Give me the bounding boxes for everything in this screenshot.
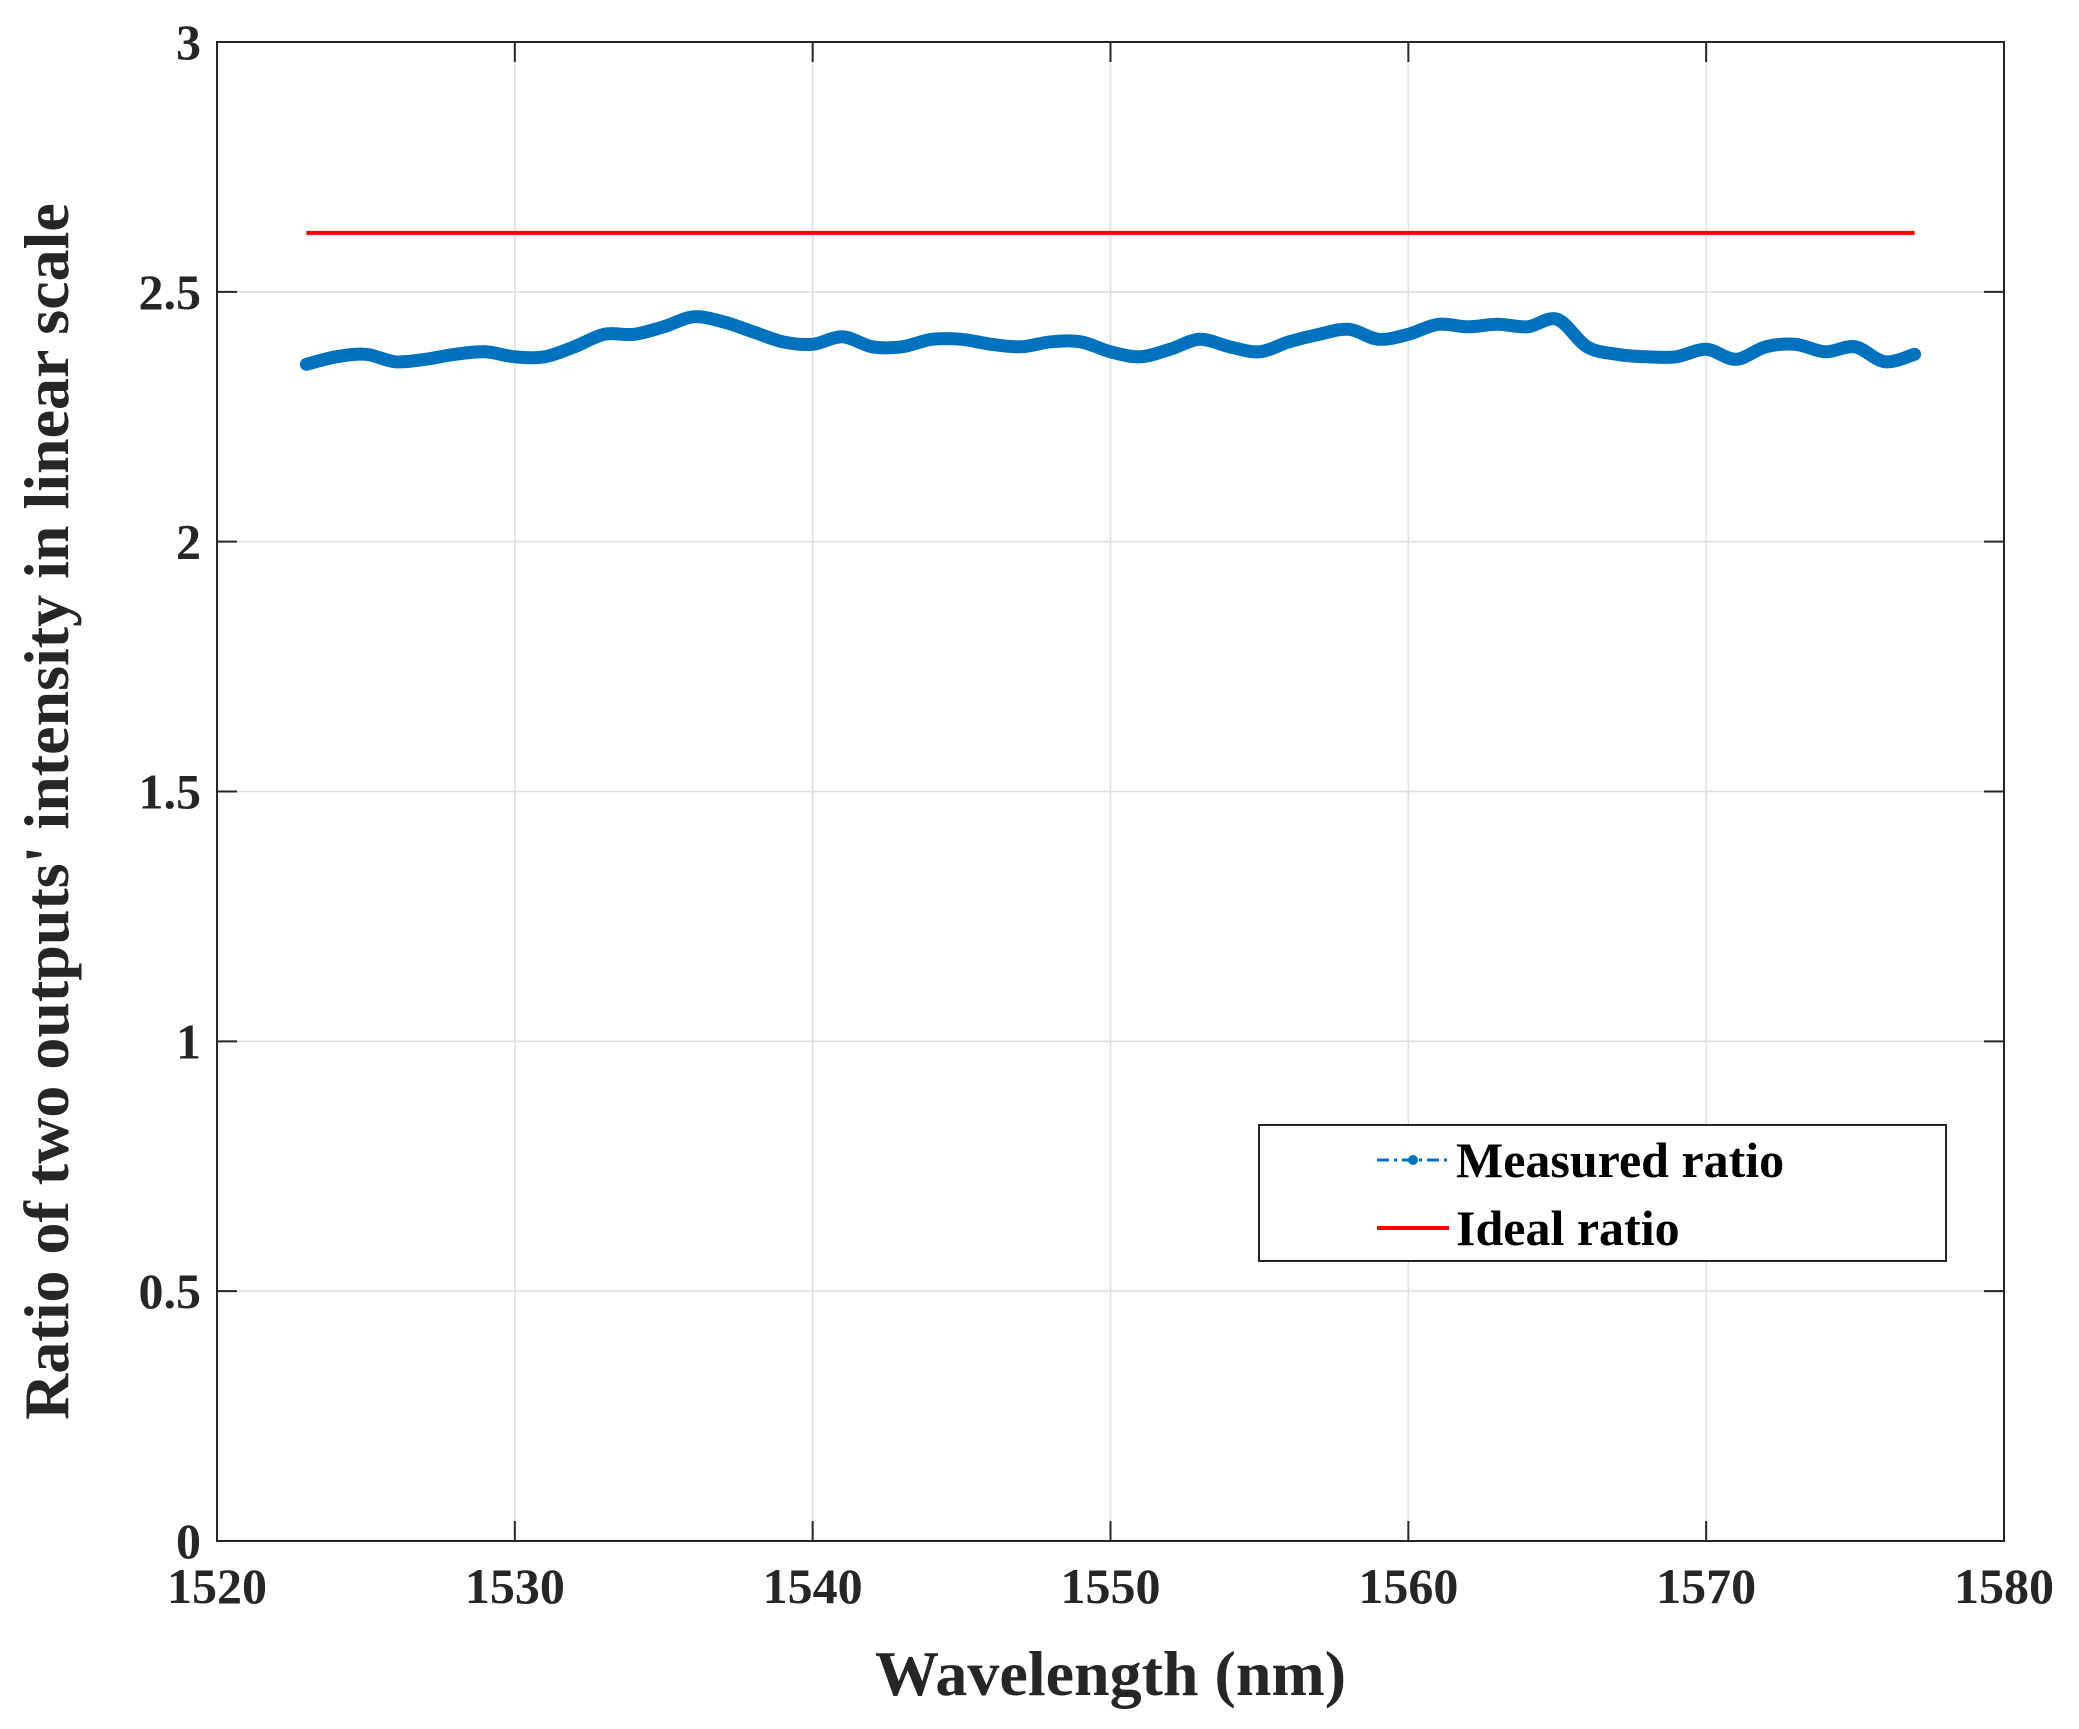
data-point-measured-ratio [1611,349,1622,360]
data-point-measured-ratio [837,331,848,342]
series-layer [299,230,1922,371]
data-point-measured-ratio [867,341,878,352]
legend-marker-measured-ratio [1408,1155,1418,1165]
data-point-measured-ratio [1701,344,1712,355]
data-point-measured-ratio [718,316,729,327]
data-point-measured-ratio [539,351,550,362]
y-tick-label: 2 [176,514,201,570]
data-point-measured-ratio [420,354,431,365]
legend: Measured ratio Ideal ratio [1258,1124,1947,1262]
data-point-measured-ratio [1790,339,1801,350]
data-point-measured-ratio [777,336,788,347]
data-point-measured-ratio [897,341,908,352]
data-point-measured-ratio [1433,319,1444,330]
data-point-measured-ratio [1343,324,1354,335]
data-point-measured-ratio [1730,354,1741,365]
data-point-measured-ratio [301,359,312,370]
legend-label-measured-ratio: Measured ratio [1456,1132,1784,1188]
x-tick-label: 1580 [1954,1558,2054,1614]
data-point-measured-ratio [1105,346,1116,357]
data-point-measured-ratio [1373,334,1384,345]
data-point-measured-ratio [748,326,759,337]
data-point-measured-ratio [1492,319,1503,330]
data-point-measured-ratio [628,329,639,340]
data-point-measured-ratio [956,334,967,345]
y-axis-title: Ratio of two outputs' intensity in linea… [11,203,82,1420]
data-point-measured-ratio [688,311,699,322]
x-tick-label: 1520 [167,1558,267,1614]
data-point-measured-ratio [1641,351,1652,362]
x-axis-title: Wavelength (nm) [875,1638,1346,1709]
data-point-measured-ratio [1313,329,1324,340]
y-tick-label: 2.5 [139,264,202,320]
data-point-measured-ratio [360,349,371,360]
data-point-measured-ratio [1582,341,1593,352]
data-point-measured-ratio [1552,314,1563,325]
data-point-measured-ratio [1760,341,1771,352]
data-point-measured-ratio [986,339,997,350]
x-tick-label: 1540 [763,1558,863,1614]
data-point-measured-ratio [1194,334,1205,345]
x-tick-label: 1570 [1656,1558,1756,1614]
data-point-measured-ratio [1462,321,1473,332]
data-point-measured-ratio [450,349,461,360]
data-point-measured-ratio [926,334,937,345]
y-tick-label: 0.5 [139,1263,202,1319]
data-point-measured-ratio [480,346,491,357]
x-tick-label: 1560 [1358,1558,1458,1614]
tick-labels: 1520 1530 1540 1550 1560 1570 1580 0 0.5 1 1.5 2 2.5… [139,14,2055,1614]
data-point-measured-ratio [1284,336,1295,347]
data-point-measured-ratio [1403,329,1414,340]
y-tick-label: 1.5 [139,764,202,820]
legend-label-ideal-ratio: Ideal ratio [1456,1200,1680,1256]
data-point-measured-ratio [1016,341,1027,352]
data-point-measured-ratio [509,351,520,362]
x-tick-label: 1530 [465,1558,565,1614]
data-point-measured-ratio [1045,336,1056,347]
axis-ticks [216,41,2005,1542]
data-point-measured-ratio [658,321,669,332]
x-tick-label: 1550 [1061,1558,1161,1614]
data-point-measured-ratio [1075,336,1086,347]
data-point-measured-ratio [1254,346,1265,357]
data-point-measured-ratio [1522,321,1533,332]
data-point-measured-ratio [1224,341,1235,352]
y-tick-label: 3 [176,14,201,70]
data-point-measured-ratio [599,329,610,340]
data-point-measured-ratio [1671,351,1682,362]
data-point-measured-ratio [390,356,401,367]
data-point-measured-ratio [1165,344,1176,355]
y-tick-label: 0 [176,1513,201,1569]
data-point-measured-ratio [1909,349,1920,360]
data-point-measured-ratio [1135,351,1146,362]
data-point-measured-ratio [1879,356,1890,367]
data-point-measured-ratio [1820,346,1831,357]
data-point-measured-ratio [1850,341,1861,352]
y-tick-label: 1 [176,1013,201,1069]
legend-box [1258,1124,1947,1262]
data-point-measured-ratio [807,339,818,350]
data-point-measured-ratio [331,351,342,362]
data-point-measured-ratio [569,341,580,352]
